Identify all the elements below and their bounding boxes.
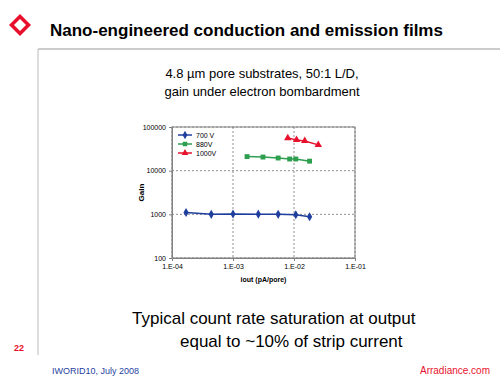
y-axis-title: Gain: [137, 183, 146, 201]
legend-marker: [183, 142, 187, 146]
tick-label: 1.E-02: [284, 263, 305, 270]
tick-label: 1.E-01: [345, 263, 366, 270]
grid-line: [294, 127, 295, 258]
tick-mark: [169, 214, 172, 215]
marker: [293, 210, 298, 219]
marker: [276, 210, 281, 219]
legend-label: 1000V: [196, 150, 217, 157]
grid-line: [233, 127, 234, 258]
tick-label: 100: [154, 255, 166, 262]
tick: 10000: [147, 167, 172, 174]
tick-mark: [294, 258, 295, 261]
marker: [276, 156, 281, 161]
marker: [256, 210, 261, 219]
legend-label: 700 V: [196, 132, 215, 139]
heading: Nano-engineered conduction and emission …: [50, 21, 443, 40]
marker: [230, 209, 235, 218]
y-axis: 100 1000 10000 100000: [143, 124, 173, 262]
grid: [172, 127, 355, 258]
footer-right: Arradiance.com: [420, 365, 490, 376]
tick-mark: [169, 127, 172, 128]
tick-mark: [169, 171, 172, 172]
marker: [307, 159, 312, 164]
chart-subtitle: gain under electron bombardment: [164, 84, 360, 99]
marker: [293, 157, 298, 162]
legend-entry: 1000V: [178, 149, 217, 156]
plot-area: [172, 127, 355, 258]
tick: 1.E-01: [345, 258, 366, 270]
legend: 700 V 880V 1000V: [178, 131, 217, 157]
axis-line: [173, 259, 356, 262]
marker: [287, 157, 292, 162]
marker: [307, 212, 312, 221]
series-line: [186, 213, 310, 217]
tick-mark: [169, 258, 172, 259]
legend-entry: 880V: [178, 141, 213, 148]
page-number: 22: [14, 343, 24, 353]
plot-marks: [183, 134, 322, 222]
chart-title: 4.8 µm pore substrates, 50:1 L/D,: [165, 66, 358, 81]
marker: [261, 155, 266, 160]
tick-mark: [355, 258, 356, 261]
legend-label: 880V: [196, 141, 213, 148]
chart: 1.E-04 1.E-03 1.E-02 1.E-01 100 1000 10000 1000…: [137, 124, 366, 284]
tick-label: 1000: [150, 211, 166, 218]
x-axis-title: iout (pA/pore): [241, 276, 287, 284]
tick: 1.E-02: [284, 258, 305, 270]
tick: 100: [154, 255, 172, 262]
tick: 1.E-03: [223, 258, 244, 270]
tick-mark: [233, 258, 234, 261]
tick-label: 100000: [143, 124, 166, 131]
marker: [183, 208, 188, 217]
tick-label: 10000: [147, 167, 167, 174]
caption: equal to ~10% of strip current: [180, 332, 403, 351]
legend-entry: 700 V: [178, 131, 215, 139]
tick-label: 1.E-04: [162, 263, 183, 270]
x-axis: 1.E-04 1.E-03 1.E-02 1.E-01: [162, 258, 366, 270]
logo-inner: [14, 19, 26, 31]
slide: Nano-engineered conduction and emission …: [0, 0, 500, 386]
legend-marker: [183, 131, 188, 139]
footer-left: IWORID10, July 2008: [52, 366, 139, 376]
tick: 100000: [143, 124, 172, 131]
marker: [301, 137, 308, 143]
logo: [9, 14, 31, 36]
tick: 1000: [150, 211, 172, 218]
heading-rule: [38, 49, 500, 50]
marker: [315, 141, 322, 147]
legend-marker: [182, 149, 189, 155]
tick-label: 1.E-03: [223, 263, 244, 270]
marker: [284, 134, 291, 140]
marker: [209, 210, 214, 219]
caption: Typical count rate saturation at output: [132, 309, 416, 328]
side-rule: [38, 49, 39, 355]
grid-line: [172, 170, 355, 171]
marker: [293, 136, 300, 142]
marker: [245, 154, 250, 159]
axis-line: [169, 128, 173, 259]
plot-frame: [172, 127, 355, 258]
